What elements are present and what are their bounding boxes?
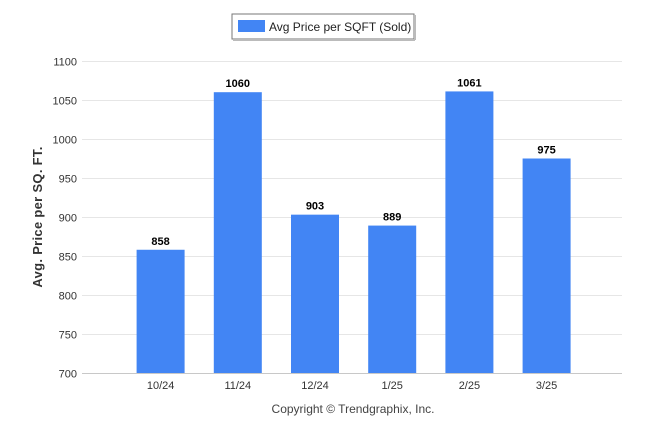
y-tick-label: 1000 [53,135,77,147]
data-label: 975 [537,145,555,157]
x-tick-label: 10/24 [147,380,175,392]
y-tick-label: 850 [59,252,77,264]
legend-label: Avg Price per SQFT (Sold) [269,20,411,34]
data-label: 903 [306,201,324,213]
y-tick-label: 750 [59,330,77,342]
x-tick-label: 3/25 [536,380,557,392]
bar [445,91,494,374]
bar [291,214,339,373]
x-tick-label: 11/24 [224,380,251,392]
x-tick-label: 2/25 [459,380,480,392]
y-axis-ticks: 700 750 800 850 900 950 1000 1050 1100 [53,57,77,381]
x-tick-label: 12/24 [301,380,329,392]
legend: Avg Price per SQFT (Sold) [231,13,416,41]
bar [522,158,571,373]
data-label: 1061 [457,77,481,89]
y-axis-title: Avg. Price per SQ. FT. [30,146,45,287]
bar [213,92,262,373]
x-tick-label: 1/25 [381,380,402,392]
y-tick-label: 900 [59,213,77,225]
y-tick-label: 1100 [53,57,77,69]
y-tick-label: 800 [59,291,77,303]
legend-swatch [238,20,265,32]
data-label: 858 [151,236,169,248]
x-axis-ticks: 10/24 11/24 12/24 1/25 2/25 3/25 [147,380,557,392]
data-label: 1060 [226,78,250,90]
bar [136,249,185,373]
data-label: 889 [383,212,401,224]
bars: 858 1060 903 889 1061 975 [136,77,571,374]
copyright-text: Copyright © Trendgraphix, Inc. [272,402,435,416]
y-tick-label: 700 [59,369,77,381]
y-tick-label: 1050 [53,96,77,108]
y-tick-label: 950 [59,174,77,186]
bar [368,225,417,373]
